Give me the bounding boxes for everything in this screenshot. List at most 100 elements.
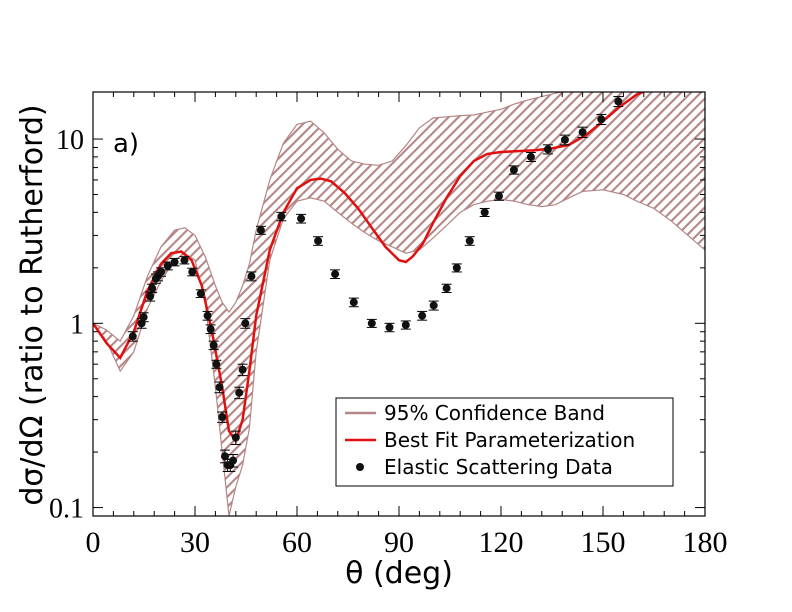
legend-box <box>335 397 674 487</box>
data-marker <box>543 145 552 154</box>
data-marker <box>231 433 240 442</box>
x-tick-label: 90 <box>384 526 414 559</box>
data-marker <box>314 236 323 245</box>
data-points <box>127 68 657 472</box>
data-point <box>276 211 287 222</box>
data-point <box>441 283 452 293</box>
data-marker <box>465 236 474 245</box>
x-tick-label: 0 <box>86 526 101 559</box>
data-point <box>366 318 377 328</box>
y-tick-label: 1 <box>70 309 84 340</box>
data-point <box>237 363 248 377</box>
y-axis-title: dσ/dΩ (ratio to Rutherford) <box>15 104 50 505</box>
y-tick-label: 10 <box>56 125 84 156</box>
data-marker <box>170 258 179 267</box>
data-marker <box>180 256 189 265</box>
data-point <box>195 289 206 299</box>
y-axis: 0.1 1 10 <box>49 125 705 525</box>
data-point <box>451 263 462 273</box>
data-marker <box>578 128 587 137</box>
data-marker <box>203 311 212 320</box>
data-point <box>127 331 138 342</box>
x-tick-label: 150 <box>581 526 626 559</box>
data-marker <box>297 214 306 223</box>
data-point <box>214 381 225 394</box>
data-marker <box>220 452 229 461</box>
data-point <box>217 411 228 423</box>
data-point <box>255 225 266 235</box>
data-marker <box>349 298 358 307</box>
data-marker <box>418 311 427 320</box>
data-marker <box>215 383 224 392</box>
data-marker <box>648 72 656 80</box>
data-marker <box>277 212 286 221</box>
data-point <box>169 257 180 267</box>
data-marker <box>614 97 623 106</box>
data-point <box>559 134 570 146</box>
data-marker <box>218 413 227 422</box>
data-point <box>228 454 239 468</box>
data-point <box>208 340 219 351</box>
data-point <box>479 207 490 217</box>
data-marker <box>442 284 451 293</box>
data-point <box>428 300 439 311</box>
data-point <box>525 152 536 163</box>
plot-area <box>93 68 705 516</box>
data-marker <box>480 208 489 217</box>
data-point <box>400 320 411 330</box>
data-marker <box>509 165 518 174</box>
data-marker <box>256 226 265 235</box>
x-tick-label: 30 <box>180 526 210 559</box>
data-point <box>205 324 216 335</box>
data-marker <box>209 341 218 350</box>
data-point <box>577 126 588 138</box>
data-marker <box>385 323 394 332</box>
data-marker <box>128 332 137 341</box>
legend-label-fit: Best Fit Parameterization <box>384 428 635 452</box>
data-point <box>147 283 158 293</box>
data-point <box>313 236 324 246</box>
data-point <box>246 271 257 282</box>
legend-label-band: 95% Confidence Band <box>384 401 605 425</box>
data-marker <box>331 270 340 279</box>
data-point <box>542 144 553 155</box>
data-marker <box>238 365 247 374</box>
data-point <box>211 359 222 369</box>
x-axis: 0 30 60 90 120 150 180 <box>86 92 728 559</box>
data-point <box>631 71 641 82</box>
data-marker <box>235 388 244 397</box>
data-marker <box>429 301 438 310</box>
data-marker <box>494 192 503 201</box>
data-point <box>162 261 173 271</box>
data-marker <box>401 320 410 329</box>
data-point <box>647 68 657 84</box>
confidence-band <box>93 92 705 516</box>
data-marker <box>188 267 197 276</box>
x-tick-label: 120 <box>479 526 524 559</box>
data-marker <box>241 319 250 328</box>
data-point <box>508 165 519 175</box>
data-point <box>464 236 475 246</box>
data-marker <box>139 313 148 322</box>
data-point <box>330 269 341 280</box>
data-marker <box>560 135 569 144</box>
data-point <box>384 322 395 333</box>
data-point <box>613 96 624 108</box>
data-point <box>202 310 213 321</box>
data-marker <box>206 325 215 334</box>
legend: 95% Confidence Band Best Fit Parameteriz… <box>335 397 674 487</box>
data-point <box>230 430 241 445</box>
data-point <box>234 386 245 400</box>
data-marker <box>148 284 157 293</box>
data-marker <box>367 319 376 328</box>
x-tick-label: 60 <box>282 526 312 559</box>
data-marker <box>157 267 165 276</box>
data-point <box>596 113 607 125</box>
data-point <box>493 191 504 201</box>
data-marker <box>229 456 238 465</box>
data-point <box>296 213 307 224</box>
data-point <box>187 267 198 277</box>
data-marker <box>212 360 221 369</box>
data-marker <box>526 152 535 161</box>
